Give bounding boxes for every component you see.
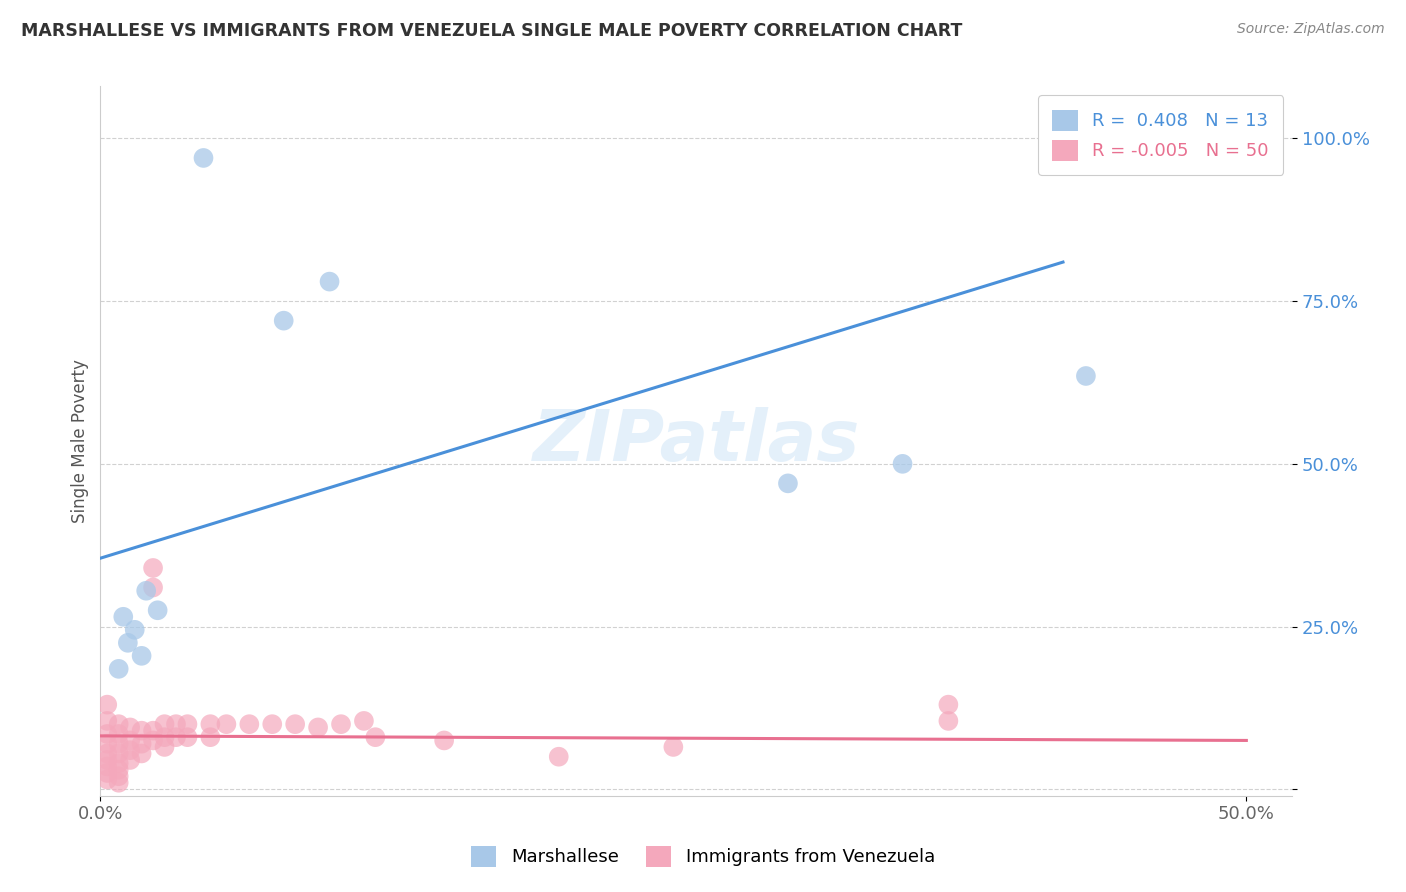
Point: [135, 583, 157, 598]
Point: [120, 720, 142, 734]
Point: [142, 581, 165, 595]
Point: [112, 609, 135, 624]
Point: [1074, 368, 1097, 383]
Point: [117, 636, 139, 650]
Y-axis label: Single Male Poverty: Single Male Poverty: [72, 359, 89, 523]
Point: [120, 743, 142, 757]
Point: [146, 603, 169, 617]
Point: [131, 648, 153, 663]
Point: [176, 730, 198, 744]
Point: [96, 747, 118, 761]
Point: [938, 714, 960, 728]
Text: ZIPatlas: ZIPatlas: [533, 407, 860, 475]
Point: [364, 730, 387, 744]
Point: [662, 739, 685, 754]
Point: [284, 717, 307, 731]
Point: [107, 727, 129, 741]
Point: [120, 733, 142, 747]
Point: [96, 766, 118, 780]
Point: [107, 763, 129, 777]
Point: [165, 730, 187, 744]
Point: [165, 717, 187, 731]
Point: [131, 737, 153, 751]
Point: [131, 747, 153, 761]
Legend: Marshallese, Immigrants from Venezuela: Marshallese, Immigrants from Venezuela: [464, 838, 942, 874]
Point: [96, 727, 118, 741]
Point: [96, 759, 118, 773]
Point: [330, 717, 353, 731]
Point: [124, 623, 146, 637]
Point: [200, 730, 222, 744]
Point: [96, 753, 118, 767]
Text: Source: ZipAtlas.com: Source: ZipAtlas.com: [1237, 22, 1385, 37]
Point: [142, 561, 165, 575]
Point: [107, 769, 129, 783]
Point: [153, 739, 176, 754]
Point: [262, 717, 284, 731]
Point: [96, 698, 118, 712]
Point: [547, 749, 569, 764]
Point: [107, 776, 129, 790]
Point: [142, 733, 165, 747]
Point: [776, 476, 799, 491]
Legend: R =  0.408   N = 13, R = -0.005   N = 50: R = 0.408 N = 13, R = -0.005 N = 50: [1038, 95, 1284, 175]
Point: [353, 714, 375, 728]
Point: [107, 662, 129, 676]
Point: [238, 717, 260, 731]
Point: [131, 723, 153, 738]
Point: [153, 717, 176, 731]
Point: [307, 720, 329, 734]
Point: [938, 698, 960, 712]
Point: [891, 457, 914, 471]
Point: [96, 772, 118, 787]
Point: [433, 733, 456, 747]
Point: [120, 753, 142, 767]
Point: [215, 717, 238, 731]
Point: [107, 756, 129, 771]
Point: [96, 737, 118, 751]
Text: MARSHALLESE VS IMMIGRANTS FROM VENEZUELA SINGLE MALE POVERTY CORRELATION CHART: MARSHALLESE VS IMMIGRANTS FROM VENEZUELA…: [21, 22, 963, 40]
Point: [153, 730, 176, 744]
Point: [96, 714, 118, 728]
Point: [107, 737, 129, 751]
Point: [107, 717, 129, 731]
Point: [142, 723, 165, 738]
Point: [273, 313, 295, 327]
Point: [107, 747, 129, 761]
Point: [193, 151, 215, 165]
Point: [318, 275, 340, 289]
Point: [200, 717, 222, 731]
Point: [176, 717, 198, 731]
